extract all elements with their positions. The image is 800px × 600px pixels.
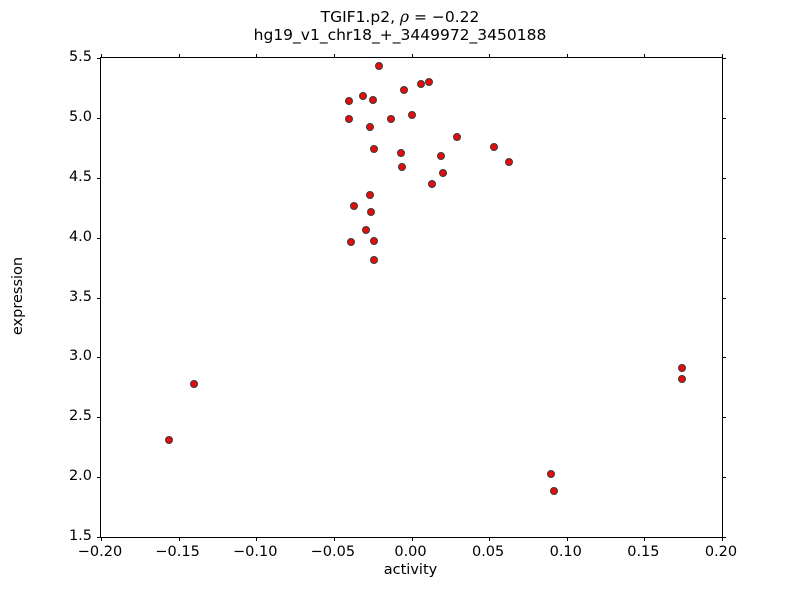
y-axis-tick-right [722, 537, 726, 538]
scatter-point [547, 469, 556, 478]
scatter-point [374, 62, 383, 71]
x-axis-tick-top [101, 54, 102, 58]
scatter-point [677, 374, 686, 383]
scatter-point [370, 256, 379, 265]
scatter-point [368, 95, 377, 104]
y-axis-tick-right [722, 417, 726, 419]
y-axis-tick-right [722, 357, 726, 359]
x-axis-tick-top [722, 54, 723, 58]
scatter-point [489, 142, 498, 151]
x-axis-tick-top [489, 54, 491, 58]
x-axis-tick-top [333, 54, 335, 58]
y-axis-tick-label: 5.0 [68, 108, 92, 125]
y-axis-tick-label: 3.5 [68, 288, 92, 305]
scatter-point [362, 226, 371, 235]
scatter-point [438, 168, 447, 177]
scatter-point [370, 145, 379, 153]
y-axis-tick-label: 4.0 [68, 228, 92, 245]
y-axis-tick-right [722, 237, 726, 239]
scatter-point [436, 152, 445, 161]
scatter-points-layer [101, 58, 722, 537]
y-axis-tick [97, 357, 101, 359]
scatter-point [387, 115, 396, 124]
y-axis-tick-label: 1.5 [68, 528, 92, 544]
x-axis-tick-label: 0.20 [704, 544, 738, 560]
scatter-point [677, 364, 686, 373]
scatter-point [407, 111, 416, 120]
x-axis-tick [333, 537, 335, 541]
rho-symbol: ρ [399, 8, 410, 26]
y-axis-tick-right [722, 58, 726, 59]
x-axis-tick-label: −0.20 [77, 544, 123, 560]
x-axis-tick-top [566, 54, 568, 58]
y-axis-tick-right [722, 477, 726, 479]
chart-title-rho-value: = −0.22 [409, 8, 480, 26]
scatter-point [416, 80, 425, 89]
y-axis-tick-right [722, 297, 726, 299]
scatter-point [365, 123, 374, 132]
scatter-point [367, 208, 376, 217]
x-axis-tick-top [256, 54, 258, 58]
scatter-point [345, 115, 354, 124]
y-axis-tick-right [722, 177, 726, 179]
x-axis-label: activity [383, 562, 438, 578]
x-axis-tick-label: −0.10 [233, 544, 278, 560]
scatter-point [346, 238, 355, 247]
plot-axes-frame [97, 54, 726, 541]
x-axis-tick [489, 537, 491, 541]
scatter-point [424, 77, 433, 86]
x-axis-tick-top [644, 54, 646, 58]
chart-title-prefix: TGIF1.p2, [320, 8, 400, 26]
y-axis-tick [97, 177, 101, 179]
x-axis-tick-label: 0.10 [549, 544, 582, 560]
scatter-point [399, 86, 408, 95]
x-axis-tick-label: −0.15 [155, 544, 200, 560]
scatter-point [190, 379, 199, 388]
scatter-point [427, 179, 436, 188]
x-axis-tick [722, 537, 723, 541]
y-axis-tick [97, 58, 101, 59]
x-axis-tick [411, 537, 413, 541]
y-axis-tick-label: 2.0 [68, 468, 92, 485]
x-axis-tick [256, 537, 258, 541]
scatter-point [452, 133, 461, 142]
x-axis-tick-top [178, 54, 180, 58]
y-axis-tick-label: 4.5 [68, 168, 92, 185]
scatter-point [398, 162, 407, 171]
y-axis-tick [97, 237, 101, 239]
y-axis-tick-right [722, 117, 726, 119]
x-axis-tick-label: 0.05 [471, 544, 505, 560]
y-axis-tick [97, 297, 101, 299]
scatter-point [359, 92, 368, 101]
x-axis-tick-top [411, 54, 413, 58]
x-axis-tick [566, 537, 568, 541]
x-axis-tick [101, 537, 102, 541]
y-axis-label: expression [10, 256, 26, 336]
y-axis-tick [97, 417, 101, 419]
scatter-point [365, 190, 374, 199]
y-axis-tick-label: 2.5 [68, 408, 92, 425]
scatter-point [550, 487, 559, 496]
x-axis-tick-label: −0.05 [310, 544, 356, 560]
scatter-point [350, 202, 359, 211]
x-axis-tick [644, 537, 646, 541]
y-axis-tick-label: 3.0 [68, 348, 92, 365]
scatter-point [396, 148, 405, 157]
y-axis-tick [97, 537, 101, 538]
chart-title-line-1: TGIF1.p2, ρ = −0.22 [0, 8, 800, 26]
x-axis-tick [178, 537, 180, 541]
chart-title: TGIF1.p2, ρ = −0.22 hg19_v1_chr18_+_3449… [0, 8, 800, 45]
y-axis-tick-label: 5.5 [68, 49, 92, 65]
scatter-point [345, 97, 354, 106]
chart-subtitle: hg19_v1_chr18_+_3449972_3450188 [253, 26, 547, 45]
y-axis-tick [97, 477, 101, 479]
scatter-point [370, 237, 379, 246]
scatter-point [505, 158, 514, 167]
x-axis-tick-label: 0.00 [394, 544, 427, 560]
scatter-point [165, 436, 174, 444]
x-axis-tick-label: 0.15 [627, 544, 660, 560]
y-axis-tick [97, 117, 101, 119]
